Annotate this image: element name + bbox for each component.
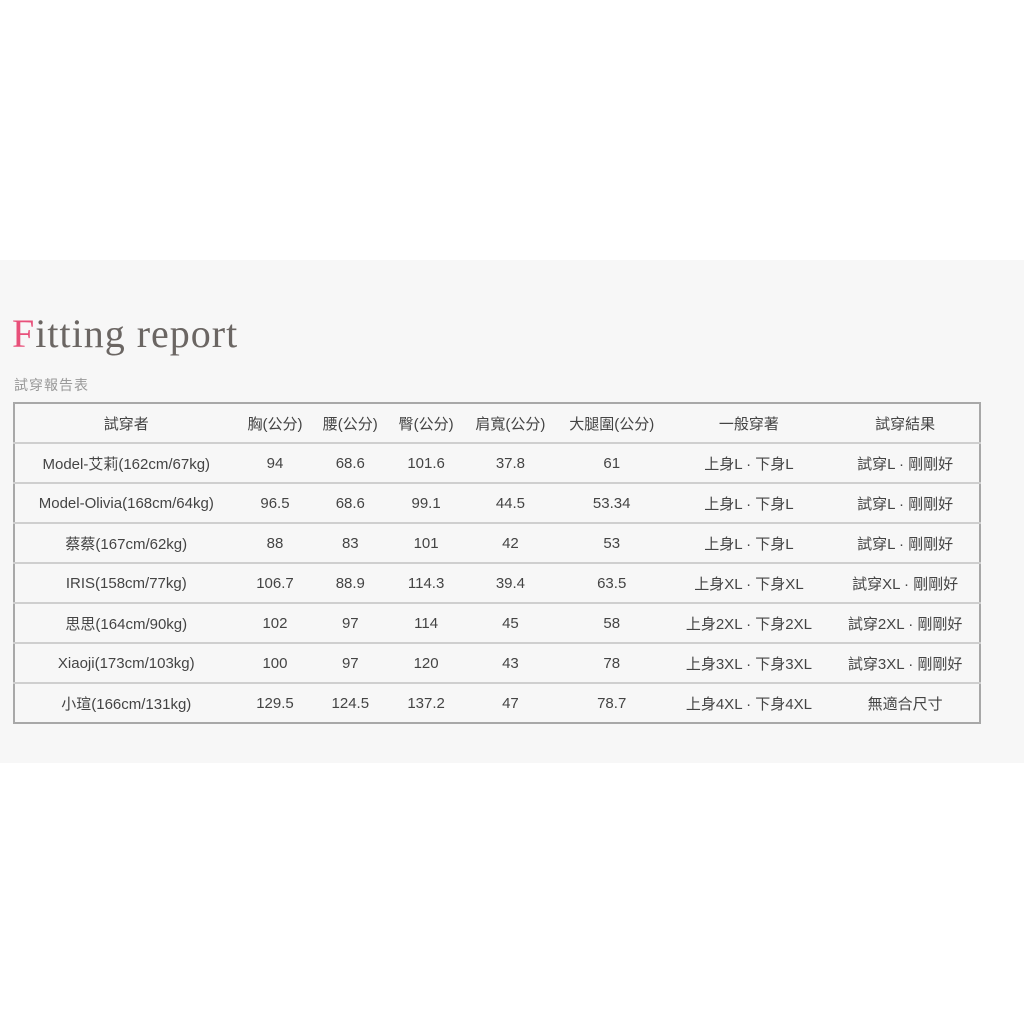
table-row: 思思(164cm/90kg) 102 97 114 45 58 上身2XL · 下身2XL 試… (14, 602, 980, 643)
page-title: Fitting report (12, 310, 238, 357)
table-cell: 78.7 (556, 682, 667, 723)
table-cell: 上身4XL · 下身4XL (666, 682, 832, 723)
column-header: 大腿圍(公分) (569, 415, 655, 433)
table-cell: 100 (237, 642, 313, 683)
table-cell: 思思(164cm/90kg) (14, 602, 238, 643)
table-cell: 53.34 (556, 482, 667, 523)
fitting-report-table: 試穿者 胸(公分) 腰(公分) 臀(公分) 肩寬(公分) 大腿圍(公分) 一般穿著 試穿結果 … (13, 402, 981, 724)
table-cell: 試穿L · 剛剛好 (831, 482, 980, 523)
table-cell: 試穿3XL · 剛剛好 (831, 642, 980, 683)
table-cell: 129.5 (237, 682, 313, 723)
table-cell: 44.5 (464, 482, 557, 523)
table-cell: 61 (556, 442, 667, 483)
table-cell: 47 (464, 682, 557, 723)
table-cell: 39.4 (464, 562, 557, 603)
table-cell: 上身L · 下身L (666, 482, 832, 523)
table-cell: 68.6 (312, 442, 389, 483)
table-cell: 試穿L · 剛剛好 (831, 442, 980, 483)
table-cell: 124.5 (312, 682, 389, 723)
table-cell: 96.5 (237, 482, 313, 523)
table-cell: 45 (464, 602, 557, 643)
table-cell: 53 (556, 522, 667, 563)
column-header: 胸(公分) (247, 415, 303, 433)
table-cell: 上身L · 下身L (666, 442, 832, 483)
table-cell: Model-艾莉(162cm/67kg) (14, 442, 238, 483)
table-cell: 68.6 (312, 482, 389, 523)
table-cell: 101 (388, 522, 465, 563)
table-cell: 106.7 (237, 562, 313, 603)
table-cell: 99.1 (388, 482, 465, 523)
table-cell: 無適合尺寸 (831, 682, 980, 723)
table-row: IRIS(158cm/77kg) 106.7 88.9 114.3 39.4 63.5 上身… (14, 562, 980, 603)
table-cell: 102 (237, 602, 313, 643)
table-cell: 114 (388, 602, 465, 643)
table-header-row: 試穿者 胸(公分) 腰(公分) 臀(公分) 肩寬(公分) 大腿圍(公分) 一般穿著 試穿結果 (14, 403, 980, 443)
table-cell: Model-Olivia(168cm/64kg) (14, 482, 238, 523)
table-cell: 58 (556, 602, 667, 643)
table-cell: 101.6 (388, 442, 465, 483)
table-cell: 43 (464, 642, 557, 683)
table-cell: 上身XL · 下身XL (666, 562, 832, 603)
column-header: 試穿者 (103, 415, 149, 433)
column-header: 臀(公分) (398, 415, 454, 433)
table-cell: 上身L · 下身L (666, 522, 832, 563)
column-header: 一般穿著 (718, 415, 779, 433)
table-cell: 試穿XL · 剛剛好 (831, 562, 980, 603)
table-cell: 試穿L · 剛剛好 (831, 522, 980, 563)
table-cell: 120 (388, 642, 465, 683)
table-cell: 94 (237, 442, 313, 483)
table-cell: 42 (464, 522, 557, 563)
table-cell: 小瑄(166cm/131kg) (14, 682, 238, 723)
table-cell: 上身2XL · 下身2XL (666, 602, 832, 643)
table-row: 蔡蔡(167cm/62kg) 88 83 101 42 53 上身L · 下身L 試穿L · … (14, 522, 980, 563)
table-cell: 97 (312, 602, 389, 643)
title-initial: F (12, 311, 36, 356)
title-rest: itting report (35, 311, 239, 356)
table-cell: 蔡蔡(167cm/62kg) (14, 522, 238, 563)
table-cell: 63.5 (556, 562, 667, 603)
table-cell: 88.9 (312, 562, 389, 603)
table-cell: 37.8 (464, 442, 557, 483)
table-cell: 114.3 (388, 562, 465, 603)
column-header: 肩寬(公分) (475, 415, 546, 433)
table-cell: 上身3XL · 下身3XL (666, 642, 832, 683)
table-cell: IRIS(158cm/77kg) (14, 562, 238, 603)
page-subtitle: 試穿報告表 (14, 377, 89, 393)
table-row: Model-艾莉(162cm/67kg) 94 68.6 101.6 37.8 61 上身L… (14, 442, 980, 483)
table-cell: 137.2 (388, 682, 465, 723)
table-cell: Xiaoji(173cm/103kg) (14, 642, 238, 683)
table-cell: 83 (312, 522, 389, 563)
table-cell: 78 (556, 642, 667, 683)
table-row: 小瑄(166cm/131kg) 129.5 124.5 137.2 47 78.7 上身4X… (14, 682, 980, 723)
table-row: Xiaoji(173cm/103kg) 100 97 120 43 78 上身3XL · 下… (14, 642, 980, 683)
table-cell: 88 (237, 522, 313, 563)
column-header: 試穿結果 (875, 415, 936, 433)
table-row: Model-Olivia(168cm/64kg) 96.5 68.6 99.1 44.5… (14, 482, 980, 523)
table-cell: 97 (312, 642, 389, 683)
table-cell: 試穿2XL · 剛剛好 (831, 602, 980, 643)
column-header: 腰(公分) (322, 415, 378, 433)
